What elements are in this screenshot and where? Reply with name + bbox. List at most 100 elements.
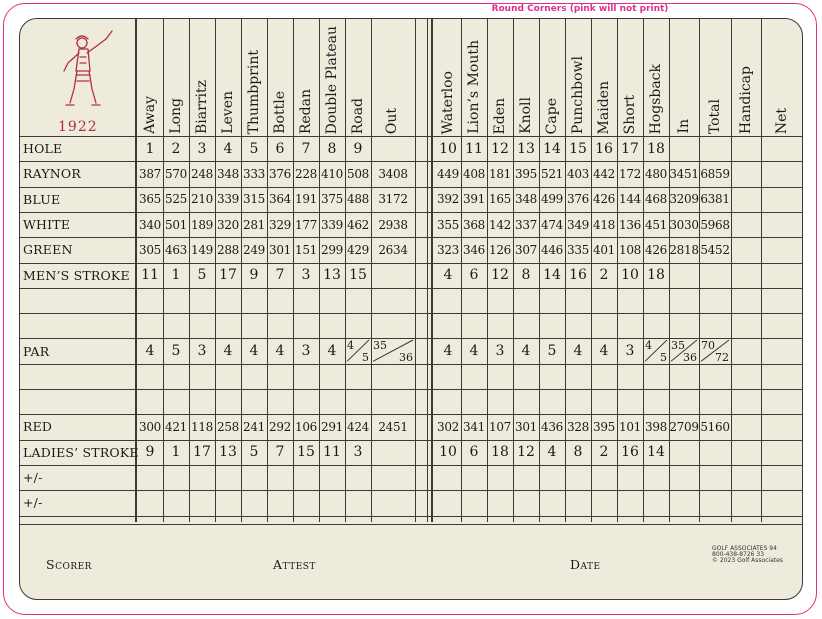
score-cell xyxy=(565,465,591,490)
score-cell: 320 xyxy=(216,217,239,232)
score-cell: 349 xyxy=(566,217,589,232)
total-cell xyxy=(699,313,731,338)
score-cell xyxy=(267,465,293,490)
score-cell xyxy=(163,364,189,389)
hole-name-label: Leven xyxy=(220,91,236,134)
split-diagonal xyxy=(670,340,698,363)
score-cell: 328 xyxy=(566,419,589,434)
in-cell xyxy=(669,440,699,465)
score-cell xyxy=(643,288,669,313)
score-cell xyxy=(591,465,617,490)
score-cell: 3 xyxy=(625,343,635,360)
score-cell xyxy=(565,288,591,313)
par-split-cell: 70 72 xyxy=(699,338,731,364)
score-cell: 177 xyxy=(294,217,317,232)
split-upper: 35 xyxy=(373,339,387,353)
score-cell xyxy=(163,465,189,490)
score-cell: 10 xyxy=(621,267,639,284)
score-cell xyxy=(319,465,345,490)
scorer-label: Scorer xyxy=(46,557,92,572)
score-cell: 302 xyxy=(436,419,459,434)
score-cell: 101 xyxy=(618,419,641,434)
summary-label: Net xyxy=(774,107,790,134)
score-cell: 410 xyxy=(320,166,343,181)
score-cell: 364 xyxy=(268,192,291,207)
score-cell xyxy=(345,288,371,313)
row-label: WHITE xyxy=(23,217,71,233)
grid-hline xyxy=(20,389,802,390)
hole-name-header: Waterloo xyxy=(437,19,459,134)
score-cell: 1 xyxy=(145,140,155,157)
score-cell: 451 xyxy=(644,217,667,232)
score-cell xyxy=(487,465,513,490)
hole-name-label: Short xyxy=(622,94,638,134)
hole-name-header: Thumbprint xyxy=(243,19,265,134)
score-cell xyxy=(435,313,461,338)
grid-hline xyxy=(20,523,802,525)
grid-hline xyxy=(20,515,802,517)
score-cell: 1 xyxy=(171,267,181,284)
score-cell xyxy=(293,490,319,515)
score-cell: 348 xyxy=(514,192,537,207)
score-cell: 11 xyxy=(465,140,483,157)
score-cell xyxy=(189,389,215,414)
founded-year: 1922 xyxy=(58,119,98,135)
score-cell: 7 xyxy=(275,444,285,461)
score-cell: 5 xyxy=(171,343,181,360)
score-cell xyxy=(293,364,319,389)
score-cell xyxy=(617,364,643,389)
score-cell: 258 xyxy=(216,419,239,434)
score-cell xyxy=(461,288,487,313)
score-cell: 15 xyxy=(569,140,587,157)
score-cell: 299 xyxy=(320,242,343,257)
grid-hline xyxy=(20,237,802,239)
in-cell xyxy=(669,465,699,490)
split-lower: 36 xyxy=(683,350,697,364)
score-cell: 249 xyxy=(242,242,265,257)
score-cell: 5 xyxy=(249,140,259,157)
grid-hline xyxy=(20,414,802,416)
score-cell xyxy=(487,313,513,338)
grid-vline xyxy=(319,19,320,522)
split-lower: 36 xyxy=(399,350,413,364)
out-cell: 3172 xyxy=(378,192,408,207)
grid-vline xyxy=(163,19,164,522)
score-cell xyxy=(137,465,163,490)
score-cell xyxy=(435,389,461,414)
score-cell: 3 xyxy=(353,444,363,461)
grid-vline xyxy=(135,19,137,522)
score-cell: 323 xyxy=(436,242,459,257)
score-cell: 281 xyxy=(242,217,265,232)
score-cell: 463 xyxy=(164,242,187,257)
score-cell: 368 xyxy=(462,217,485,232)
score-cell xyxy=(565,389,591,414)
score-cell xyxy=(487,389,513,414)
score-cell: 12 xyxy=(491,140,509,157)
score-cell xyxy=(215,288,241,313)
total-cell: 5160 xyxy=(700,419,730,434)
out-cell: 2451 xyxy=(378,419,408,434)
score-cell: 3 xyxy=(197,343,207,360)
split-diagonal xyxy=(372,339,414,363)
hole-name-header: Punchbowl xyxy=(567,19,589,134)
hole-name-header: Lion’s Mouth xyxy=(463,19,485,134)
score-cell: 1 xyxy=(171,444,181,461)
score-cell xyxy=(643,465,669,490)
hole-name-label: Waterloo xyxy=(440,70,456,134)
hole-name-label: Bottle xyxy=(272,91,288,134)
score-cell: 107 xyxy=(488,419,511,434)
score-cell: 165 xyxy=(488,192,511,207)
score-cell xyxy=(319,364,345,389)
score-cell xyxy=(241,465,267,490)
score-cell: 7 xyxy=(275,267,285,284)
score-cell: 12 xyxy=(517,444,535,461)
score-cell: 10 xyxy=(439,140,457,157)
grid-vline xyxy=(431,19,433,522)
score-cell: 228 xyxy=(294,166,317,181)
score-cell: 449 xyxy=(436,166,459,181)
score-cell: 106 xyxy=(294,419,317,434)
row-label: MEN’S STROKE xyxy=(23,267,130,283)
in-cell xyxy=(669,136,699,161)
hole-name-header: Knoll xyxy=(515,19,537,134)
pink-note: Round Corners (pink will not print) xyxy=(491,4,669,14)
